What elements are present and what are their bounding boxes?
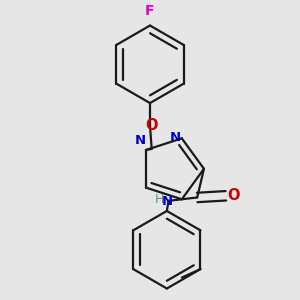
Text: O: O xyxy=(227,188,239,203)
Text: N: N xyxy=(161,195,172,208)
Text: N: N xyxy=(134,134,146,147)
Text: H: H xyxy=(154,193,164,206)
Text: N: N xyxy=(170,131,181,144)
Text: F: F xyxy=(145,4,155,18)
Text: O: O xyxy=(145,118,158,134)
